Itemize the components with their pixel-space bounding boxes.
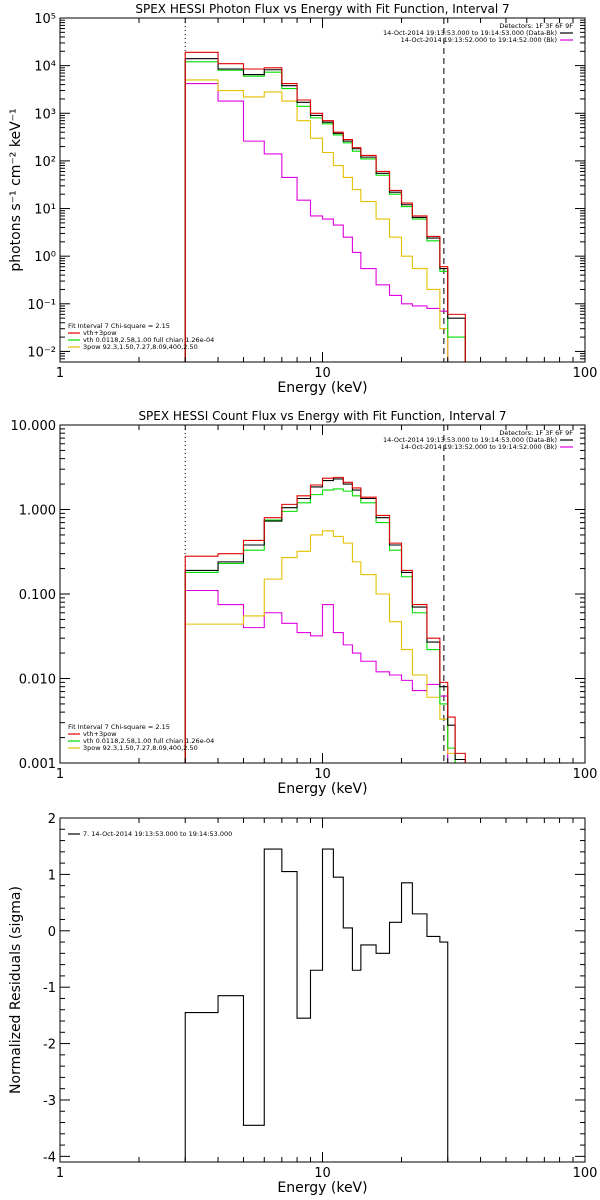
y-tick-label: 10.000: [11, 419, 57, 434]
x-tick-label: 1: [56, 1166, 64, 1181]
header-line: 14-Oct-2014 19:13:53.000 to 19:14:53.000…: [383, 29, 557, 37]
panel-count: SPEX HESSI Count Flux vs Energy with Fit…: [11, 409, 598, 797]
x-tick-label: 100: [573, 1166, 598, 1181]
legend-label: 7. 14-Oct-2014 19:13:53.000 to 19:14:53.…: [83, 830, 232, 838]
x-tick-label: 10: [314, 1166, 331, 1181]
y-tick-label: -4: [43, 1150, 56, 1165]
plot-area: [184, 18, 466, 362]
panel-residuals: 1 10 100 -4 -3 -2 -1 0 1 2 Energy (keV) Normalized …: [8, 812, 597, 1196]
series-bk: [184, 589, 466, 763]
panel-photon: SPEX HESSI Photon Flux vs Energy with Fi…: [8, 2, 597, 396]
x-tick-label: 10: [314, 366, 331, 381]
legend-label: 3pow 92.3,1.50,7.27,8.09,400,2.50: [83, 343, 198, 351]
series-pow: [184, 79, 466, 362]
series-total: [184, 58, 466, 362]
y-tick-label: 10³: [34, 107, 56, 122]
y-tick-label: 10⁴: [34, 60, 56, 75]
x-axis-title: Energy (keV): [277, 1180, 367, 1196]
series-sum: [184, 51, 466, 362]
x-tick-label: 1: [56, 767, 64, 782]
x-axis-title: Energy (keV): [277, 380, 367, 396]
y-tick-label: 10²: [34, 155, 56, 170]
y-tick-label: 1.000: [19, 504, 56, 519]
y-tick-label: 10¹: [34, 203, 56, 218]
y-tick-label: 10⁻²: [27, 345, 56, 360]
legend-label: vth+3pow: [83, 730, 117, 738]
series-vth: [184, 61, 466, 362]
legend-label: vth 0.0118,2.58,1.00 full chian 1.26e-04: [83, 336, 214, 344]
chart-title: SPEX HESSI Photon Flux vs Energy with Fi…: [135, 2, 509, 16]
header-line: Detectors: 1F 3F 6F 9F: [499, 22, 573, 30]
y-tick-label: -3: [43, 1094, 56, 1109]
legend-label: 3pow 92.3,1.50,7.27,8.09,400,2.50: [83, 744, 198, 752]
y-axis-title: Normalized Residuals (sigma): [8, 886, 24, 1094]
y-tick-label: -1: [43, 981, 56, 996]
y-tick-label: -2: [43, 1038, 56, 1053]
x-tick-label: 100: [573, 366, 598, 381]
y-tick-label: 2: [48, 812, 56, 827]
y-tick-label: 10⁵: [34, 12, 56, 27]
legend-label: vth+3pow: [83, 329, 117, 337]
y-tick-label: 0.010: [19, 673, 56, 688]
series-bk: [184, 83, 466, 362]
y-tick-label: 0.100: [19, 588, 56, 603]
legend-title: Fit Interval 7 Chi-square = 2.15: [68, 723, 170, 731]
legend-title: Fit Interval 7 Chi-square = 2.15: [68, 322, 170, 330]
plot-area: [184, 425, 466, 763]
y-tick-label: 1: [48, 868, 56, 883]
y-tick-label: 10⁰: [34, 250, 56, 265]
y-tick-label: 0.001: [19, 757, 56, 772]
x-axis-title: Energy (keV): [277, 781, 367, 797]
header-line: 14-Oct-2014 19:13:52.000 to 19:14:52.000…: [401, 36, 557, 44]
plot-area: [184, 848, 449, 1162]
plot-frame: [59, 17, 586, 363]
series-pow: [184, 530, 466, 763]
x-tick-label: 100: [573, 767, 598, 782]
x-tick-label: 1: [56, 366, 64, 381]
legend-label: vth 0.0118,2.58,1.00 full chian 1.26e-04: [83, 737, 214, 745]
header-line: Detectors: 1F 3F 6F 9F: [499, 429, 573, 437]
y-tick-label: 0: [48, 925, 56, 940]
chart-title: SPEX HESSI Count Flux vs Energy with Fit…: [138, 409, 506, 423]
series-total: [184, 478, 466, 763]
header-line: 14-Oct-2014 19:13:52.000 to 19:14:52.000…: [401, 443, 557, 451]
series-sum: [184, 476, 466, 763]
x-tick-label: 10: [314, 767, 331, 782]
y-axis-title: photons s⁻¹ cm⁻² keV⁻¹: [8, 108, 24, 271]
series-total: [184, 848, 449, 1162]
series-vth: [184, 488, 466, 763]
y-tick-label: 10⁻¹: [27, 298, 56, 313]
plot-frame: [59, 424, 586, 764]
header-line: 14-Oct-2014 19:13:53.000 to 19:14:53.000…: [383, 436, 557, 444]
